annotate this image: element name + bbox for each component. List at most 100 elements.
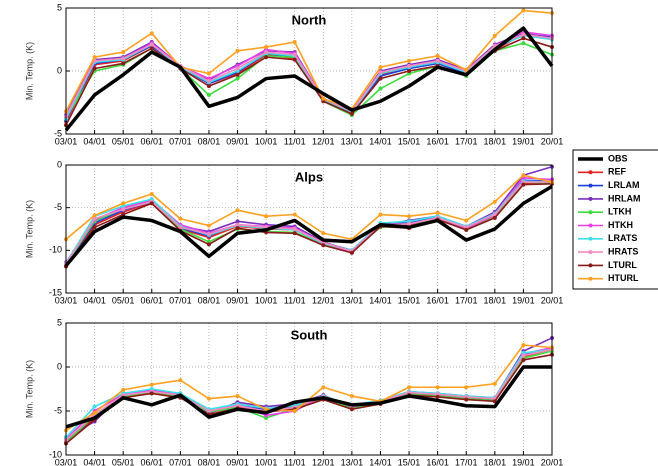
point xyxy=(407,63,412,68)
x-tick-label: 11/01 xyxy=(284,295,306,305)
point xyxy=(321,231,326,236)
point xyxy=(492,199,497,204)
point xyxy=(464,227,469,232)
legend-label: HRATS xyxy=(608,246,638,256)
point xyxy=(206,92,211,97)
series-line xyxy=(65,353,553,445)
point xyxy=(235,48,240,53)
point xyxy=(92,66,97,71)
x-tick-label: 07/01 xyxy=(169,457,192,466)
x-tick-label: 04/01 xyxy=(83,457,106,466)
point xyxy=(435,53,440,58)
point xyxy=(149,42,154,47)
point xyxy=(292,57,297,62)
point xyxy=(235,66,240,71)
series-line xyxy=(65,348,553,441)
point xyxy=(264,214,269,219)
point xyxy=(435,58,440,63)
point xyxy=(435,385,440,390)
point xyxy=(492,215,497,220)
x-tick-label: 14/01 xyxy=(369,295,392,305)
chart-title: North xyxy=(292,12,327,27)
legend-label: HRLAM xyxy=(608,193,641,203)
x-tick-label: 08/01 xyxy=(198,136,221,146)
point xyxy=(349,250,354,255)
y-tick-label: 0 xyxy=(57,361,62,371)
point xyxy=(292,52,297,57)
y-tick-label: -5 xyxy=(54,202,62,212)
point xyxy=(264,50,269,55)
legend-label: LTKH xyxy=(608,207,631,217)
x-tick-label: 16/01 xyxy=(426,136,449,146)
point xyxy=(92,55,97,60)
x-tick-label: 06/01 xyxy=(140,295,163,305)
point xyxy=(435,210,440,215)
x-tick-label: 15/01 xyxy=(398,457,421,466)
x-tick-label: 18/01 xyxy=(484,136,507,146)
x-tick-label: 05/01 xyxy=(112,457,135,466)
x-tick-label: 07/01 xyxy=(169,136,192,146)
point xyxy=(321,243,326,248)
x-tick-label: 18/01 xyxy=(484,295,507,305)
point xyxy=(407,385,412,390)
series-line xyxy=(65,344,553,432)
x-tick-label: 10/01 xyxy=(255,295,278,305)
point xyxy=(92,213,97,218)
point xyxy=(178,225,183,230)
point xyxy=(206,396,211,401)
x-tick-label: 09/01 xyxy=(226,457,249,466)
x-tick-label: 03/01 xyxy=(55,457,78,466)
point xyxy=(235,76,240,81)
point xyxy=(149,31,154,36)
y-axis-label: Min. Temp. (K) xyxy=(24,42,34,100)
point xyxy=(206,409,211,413)
point xyxy=(121,56,126,61)
x-tick-label: 12/01 xyxy=(312,136,335,146)
point xyxy=(235,394,240,399)
point xyxy=(521,8,526,13)
series-line xyxy=(65,32,553,116)
series-line xyxy=(65,174,553,241)
chart-title: Alps xyxy=(295,169,323,184)
point xyxy=(92,216,97,221)
point xyxy=(521,353,526,358)
x-tick-label: 08/01 xyxy=(198,295,221,305)
series-line xyxy=(65,181,552,265)
x-tick-label: 06/01 xyxy=(140,136,163,146)
point xyxy=(121,201,126,206)
x-tick-label: 05/01 xyxy=(112,136,135,146)
x-tick-label: 17/01 xyxy=(455,457,478,466)
plot-frame xyxy=(65,164,553,294)
legend-marker xyxy=(588,170,593,175)
point xyxy=(349,111,354,116)
y-axis-label: Min. Temp. (K) xyxy=(24,360,34,418)
point xyxy=(349,407,354,412)
point xyxy=(378,65,383,70)
x-tick-label: 13/01 xyxy=(341,457,364,466)
legend-marker xyxy=(588,196,593,201)
legend-label: LTURL xyxy=(608,260,637,270)
x-tick-label: 19/01 xyxy=(512,136,535,146)
point xyxy=(235,208,240,213)
legend-marker xyxy=(588,223,593,228)
x-tick-label: 11/01 xyxy=(284,457,306,466)
point xyxy=(521,36,526,41)
x-tick-label: 15/01 xyxy=(398,295,421,305)
point xyxy=(378,86,383,91)
point xyxy=(178,216,183,221)
y-axis-label: Min. Temp. (K) xyxy=(24,200,34,258)
plot-frame xyxy=(65,322,553,456)
point xyxy=(521,182,526,187)
point xyxy=(264,45,269,50)
point xyxy=(321,96,326,101)
point xyxy=(464,385,469,390)
point xyxy=(206,223,211,228)
point xyxy=(378,212,383,217)
legend-label: REF xyxy=(608,167,627,177)
point xyxy=(149,382,154,387)
point xyxy=(292,227,297,231)
legend-label: HTKH xyxy=(608,220,633,230)
x-tick-label: 16/01 xyxy=(426,457,449,466)
